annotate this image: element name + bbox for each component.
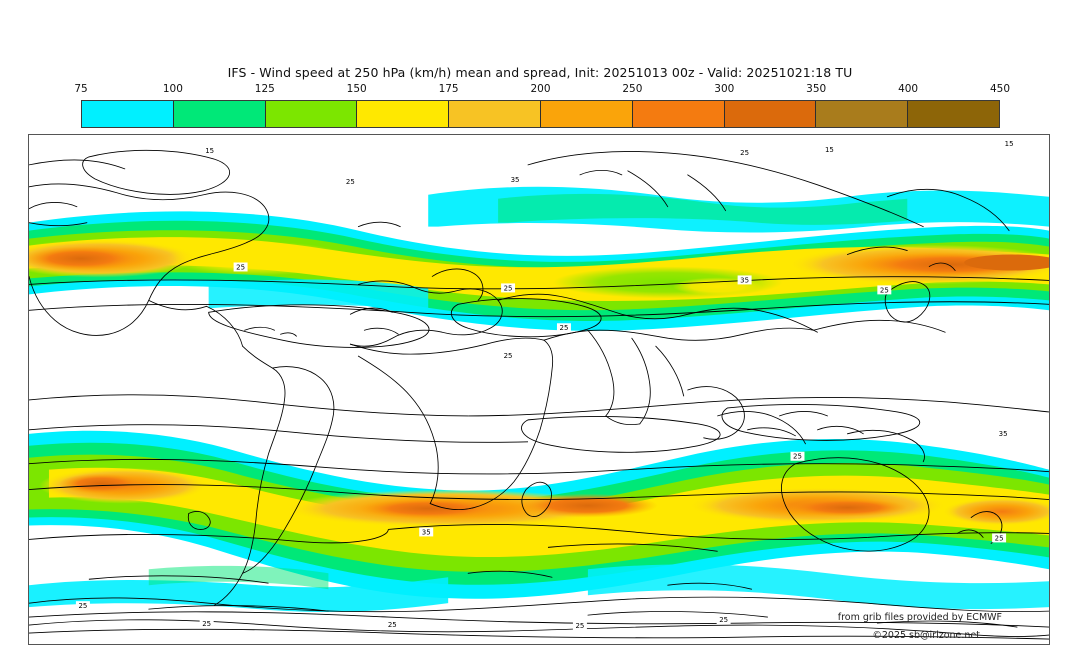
contour-label: 25 bbox=[501, 351, 516, 360]
colorbar-band-350-400 bbox=[816, 101, 909, 127]
svg-text:25: 25 bbox=[504, 284, 513, 292]
colorbar: 75 100 125 150 175 200 250 300 350 400 450 bbox=[74, 83, 1010, 128]
svg-text:25: 25 bbox=[504, 352, 513, 360]
svg-text:35: 35 bbox=[422, 528, 431, 536]
spread-contours bbox=[29, 276, 1049, 640]
nh-core-midatlantic bbox=[166, 241, 351, 276]
svg-text:15: 15 bbox=[1005, 140, 1014, 148]
sh-southern-cyan bbox=[29, 564, 1049, 613]
colorbar-band-100-125 bbox=[173, 101, 266, 127]
svg-text:25: 25 bbox=[740, 149, 749, 157]
colorbar-tick-75: 75 bbox=[74, 83, 88, 95]
colorbar-band-175-200 bbox=[449, 101, 541, 127]
contour-label: 25 bbox=[343, 176, 358, 186]
colorbar-band-150-175 bbox=[357, 101, 450, 127]
colorbar-band-300-350 bbox=[724, 101, 817, 127]
colorbar-band-75-100 bbox=[82, 101, 174, 127]
contour-label: 15 bbox=[822, 144, 837, 154]
svg-text:15: 15 bbox=[825, 146, 834, 154]
contour-label: 15 bbox=[202, 145, 217, 155]
contour-label: 25 bbox=[572, 621, 587, 630]
contour-labels: 15 25 15 15 25 35 25 25 25 25 35 25 35 2… bbox=[75, 138, 1017, 630]
svg-text:25: 25 bbox=[793, 453, 802, 461]
colorbar-tick-350: 350 bbox=[806, 83, 827, 95]
svg-text:25: 25 bbox=[575, 622, 584, 630]
svg-text:35: 35 bbox=[740, 276, 749, 284]
data-source-credit: from grib files provided by ECMWF bbox=[837, 612, 1002, 623]
contour-label: 25 bbox=[385, 620, 400, 629]
world-map: 15 25 15 15 25 35 25 25 25 25 35 25 35 2… bbox=[29, 135, 1049, 644]
contour-label: 15 bbox=[1002, 138, 1017, 148]
copyright-credit: ©2025 sb@irizone.net bbox=[872, 630, 980, 641]
svg-text:25: 25 bbox=[560, 324, 569, 332]
contour-label: 25 bbox=[501, 283, 516, 292]
colorbar-tick-200: 200 bbox=[530, 83, 551, 95]
svg-text:25: 25 bbox=[202, 620, 211, 628]
contour-label: 35 bbox=[508, 174, 523, 184]
sh-core-australia bbox=[687, 487, 1049, 526]
contour-label: 25 bbox=[199, 619, 214, 628]
contour-label: 35 bbox=[996, 428, 1011, 438]
svg-text:35: 35 bbox=[999, 430, 1008, 438]
colorbar-tick-250: 250 bbox=[622, 83, 643, 95]
svg-text:25: 25 bbox=[388, 621, 397, 629]
contour-label: 25 bbox=[75, 601, 90, 610]
colorbar-band-200-250 bbox=[540, 101, 633, 127]
colorbar-tick-450: 450 bbox=[989, 83, 1011, 95]
colorbar-swatches bbox=[81, 100, 1000, 128]
sh-core-spacific bbox=[38, 467, 209, 504]
contour-label: 25 bbox=[556, 323, 571, 332]
map-frame: 15 25 15 15 25 35 25 25 25 25 35 25 35 2… bbox=[28, 134, 1050, 645]
colorbar-band-400-450 bbox=[908, 101, 999, 127]
contour-label: 25 bbox=[790, 451, 805, 461]
nh-core-pacific bbox=[787, 244, 1049, 285]
colorbar-band-125-150 bbox=[265, 101, 358, 127]
svg-text:25: 25 bbox=[346, 178, 355, 186]
contour-label: 25 bbox=[716, 615, 731, 624]
colorbar-band-250-300 bbox=[632, 101, 725, 127]
svg-text:15: 15 bbox=[205, 147, 214, 155]
svg-text:35: 35 bbox=[511, 176, 520, 184]
colorbar-tick-175: 175 bbox=[438, 83, 459, 95]
colorbar-tick-400: 400 bbox=[898, 83, 919, 95]
contour-label: 25 bbox=[233, 262, 248, 271]
colorbar-tick-300: 300 bbox=[714, 83, 735, 95]
colorbar-tick-150: 150 bbox=[346, 83, 367, 95]
tropical-cyan-patches bbox=[208, 186, 1049, 311]
colorbar-tick-125: 125 bbox=[254, 83, 275, 95]
contour-label: 35 bbox=[737, 275, 752, 284]
svg-text:25: 25 bbox=[880, 286, 889, 294]
svg-text:25: 25 bbox=[995, 534, 1004, 542]
svg-text:25: 25 bbox=[78, 602, 87, 610]
coastlines bbox=[29, 149, 1049, 637]
contour-label: 25 bbox=[992, 533, 1007, 542]
page-title: IFS - Wind speed at 250 hPa (km/h) mean … bbox=[227, 65, 853, 80]
svg-text:25: 25 bbox=[719, 616, 728, 624]
contour-label: 35 bbox=[419, 527, 434, 536]
contour-label: 25 bbox=[877, 285, 892, 294]
nh-core-atlantic bbox=[29, 239, 199, 278]
contour-label: 25 bbox=[737, 147, 752, 157]
svg-text:25: 25 bbox=[236, 263, 245, 271]
colorbar-tick-100: 100 bbox=[162, 83, 183, 95]
colorbar-tick-labels: 75 100 125 150 175 200 250 300 350 400 450 bbox=[74, 83, 1010, 97]
